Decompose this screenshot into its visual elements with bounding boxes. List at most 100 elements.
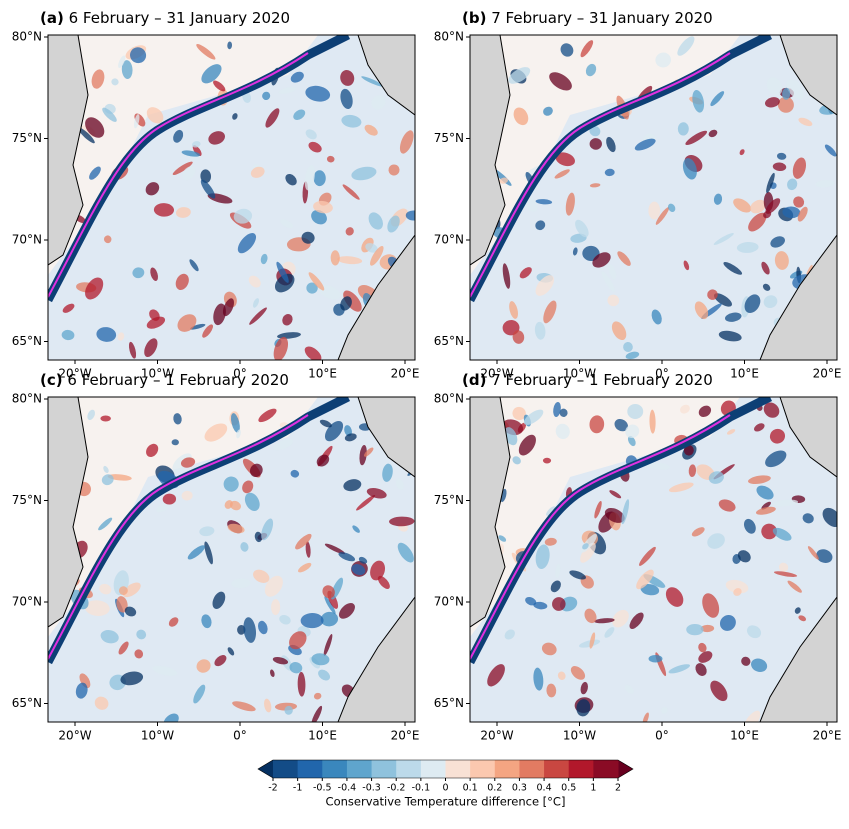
colorbar-segment xyxy=(544,760,570,778)
eddy xyxy=(535,220,546,231)
eddy xyxy=(280,219,294,229)
x-tick-label: 10°W xyxy=(141,367,174,381)
eddy xyxy=(570,666,586,680)
eddy xyxy=(544,537,557,546)
eddy xyxy=(214,655,227,667)
eddy xyxy=(589,415,605,434)
y-tick-label: 70°N xyxy=(12,233,42,247)
eddy xyxy=(512,456,521,465)
panel-title: (a) 6 February – 31 January 2020 xyxy=(40,9,290,27)
x-tick-label: 20°E xyxy=(813,367,842,381)
eddy xyxy=(62,303,75,313)
eddy xyxy=(279,614,291,625)
eddy xyxy=(533,667,544,691)
eddy xyxy=(130,47,147,64)
eddy xyxy=(364,124,378,136)
eddy xyxy=(773,571,798,577)
eddy xyxy=(744,294,761,314)
land-svalbard xyxy=(357,35,415,116)
eddy xyxy=(285,173,297,186)
eddy xyxy=(640,584,660,596)
eddy xyxy=(152,665,178,676)
eddy xyxy=(509,301,518,319)
eddy xyxy=(117,332,125,341)
colorbar-extend-high xyxy=(618,760,633,778)
eddy xyxy=(365,243,378,253)
eddy xyxy=(604,508,625,523)
eddy xyxy=(592,252,611,268)
eddy xyxy=(340,88,353,110)
eddy xyxy=(136,629,147,640)
eddy xyxy=(713,193,723,205)
map xyxy=(48,397,415,722)
eddy xyxy=(606,136,616,153)
x-tick-label: 20°E xyxy=(813,729,842,743)
eddy xyxy=(61,329,75,341)
colorbar-tick-label: -0.3 xyxy=(362,783,381,794)
y-tick-label: 75°N xyxy=(434,131,464,145)
eddy xyxy=(202,324,214,338)
eddy xyxy=(625,424,640,439)
frame xyxy=(47,396,416,723)
eddy xyxy=(145,182,160,196)
eddy xyxy=(260,253,268,265)
eddy xyxy=(91,69,105,89)
eddy xyxy=(569,570,586,580)
eddy xyxy=(75,682,88,699)
land-greenland xyxy=(470,35,511,266)
sea-ice xyxy=(470,35,740,275)
eddy xyxy=(680,404,690,414)
eddy xyxy=(580,681,588,695)
eddy xyxy=(289,631,307,650)
eddy xyxy=(546,506,556,516)
eddy xyxy=(242,480,254,494)
colorbar-tick-label: -1 xyxy=(293,783,302,794)
eddy xyxy=(175,207,191,218)
eddy xyxy=(765,198,781,214)
eddy xyxy=(118,55,126,68)
eddy xyxy=(289,662,303,674)
front xyxy=(48,397,351,665)
eddy xyxy=(387,215,400,233)
eddy xyxy=(755,506,776,515)
eddy xyxy=(594,618,615,624)
eddy xyxy=(723,262,743,275)
x-tick-label: 10°E xyxy=(730,729,759,743)
eddy xyxy=(264,698,272,713)
eddy xyxy=(668,482,694,493)
x-tick-label: 20°E xyxy=(391,367,420,381)
eddy xyxy=(132,267,145,279)
eddy xyxy=(311,705,323,722)
colorbar-tick-label: -0.5 xyxy=(313,783,332,794)
eddy xyxy=(584,608,597,624)
front xyxy=(470,397,773,665)
eddy xyxy=(356,494,376,511)
eddy xyxy=(163,713,179,722)
eddy xyxy=(743,518,756,534)
eddy xyxy=(382,463,393,482)
eddy xyxy=(648,654,663,663)
eddy xyxy=(708,471,724,484)
eddy xyxy=(308,141,322,153)
panel-label: (a) xyxy=(40,9,64,27)
eddy xyxy=(102,107,117,122)
eddy xyxy=(201,614,212,629)
eddy xyxy=(311,209,327,225)
eddy xyxy=(146,107,164,124)
land-svalbard xyxy=(779,397,837,478)
eddy xyxy=(772,527,792,541)
x-tick-label: 20°W xyxy=(480,367,513,381)
x-tick-label: 10°W xyxy=(141,729,174,743)
eddy xyxy=(719,614,736,631)
eddy xyxy=(172,161,193,176)
eddy xyxy=(323,634,333,656)
eddy xyxy=(227,523,245,534)
eddy xyxy=(319,419,332,428)
eddy xyxy=(648,201,661,220)
eddy xyxy=(168,617,179,627)
y-tick-label: 80°N xyxy=(12,392,42,406)
eddy xyxy=(173,129,184,143)
eddy xyxy=(695,663,707,676)
eddy xyxy=(227,41,233,50)
colorbar-label: Conservative Temperature difference [°C] xyxy=(326,795,566,809)
